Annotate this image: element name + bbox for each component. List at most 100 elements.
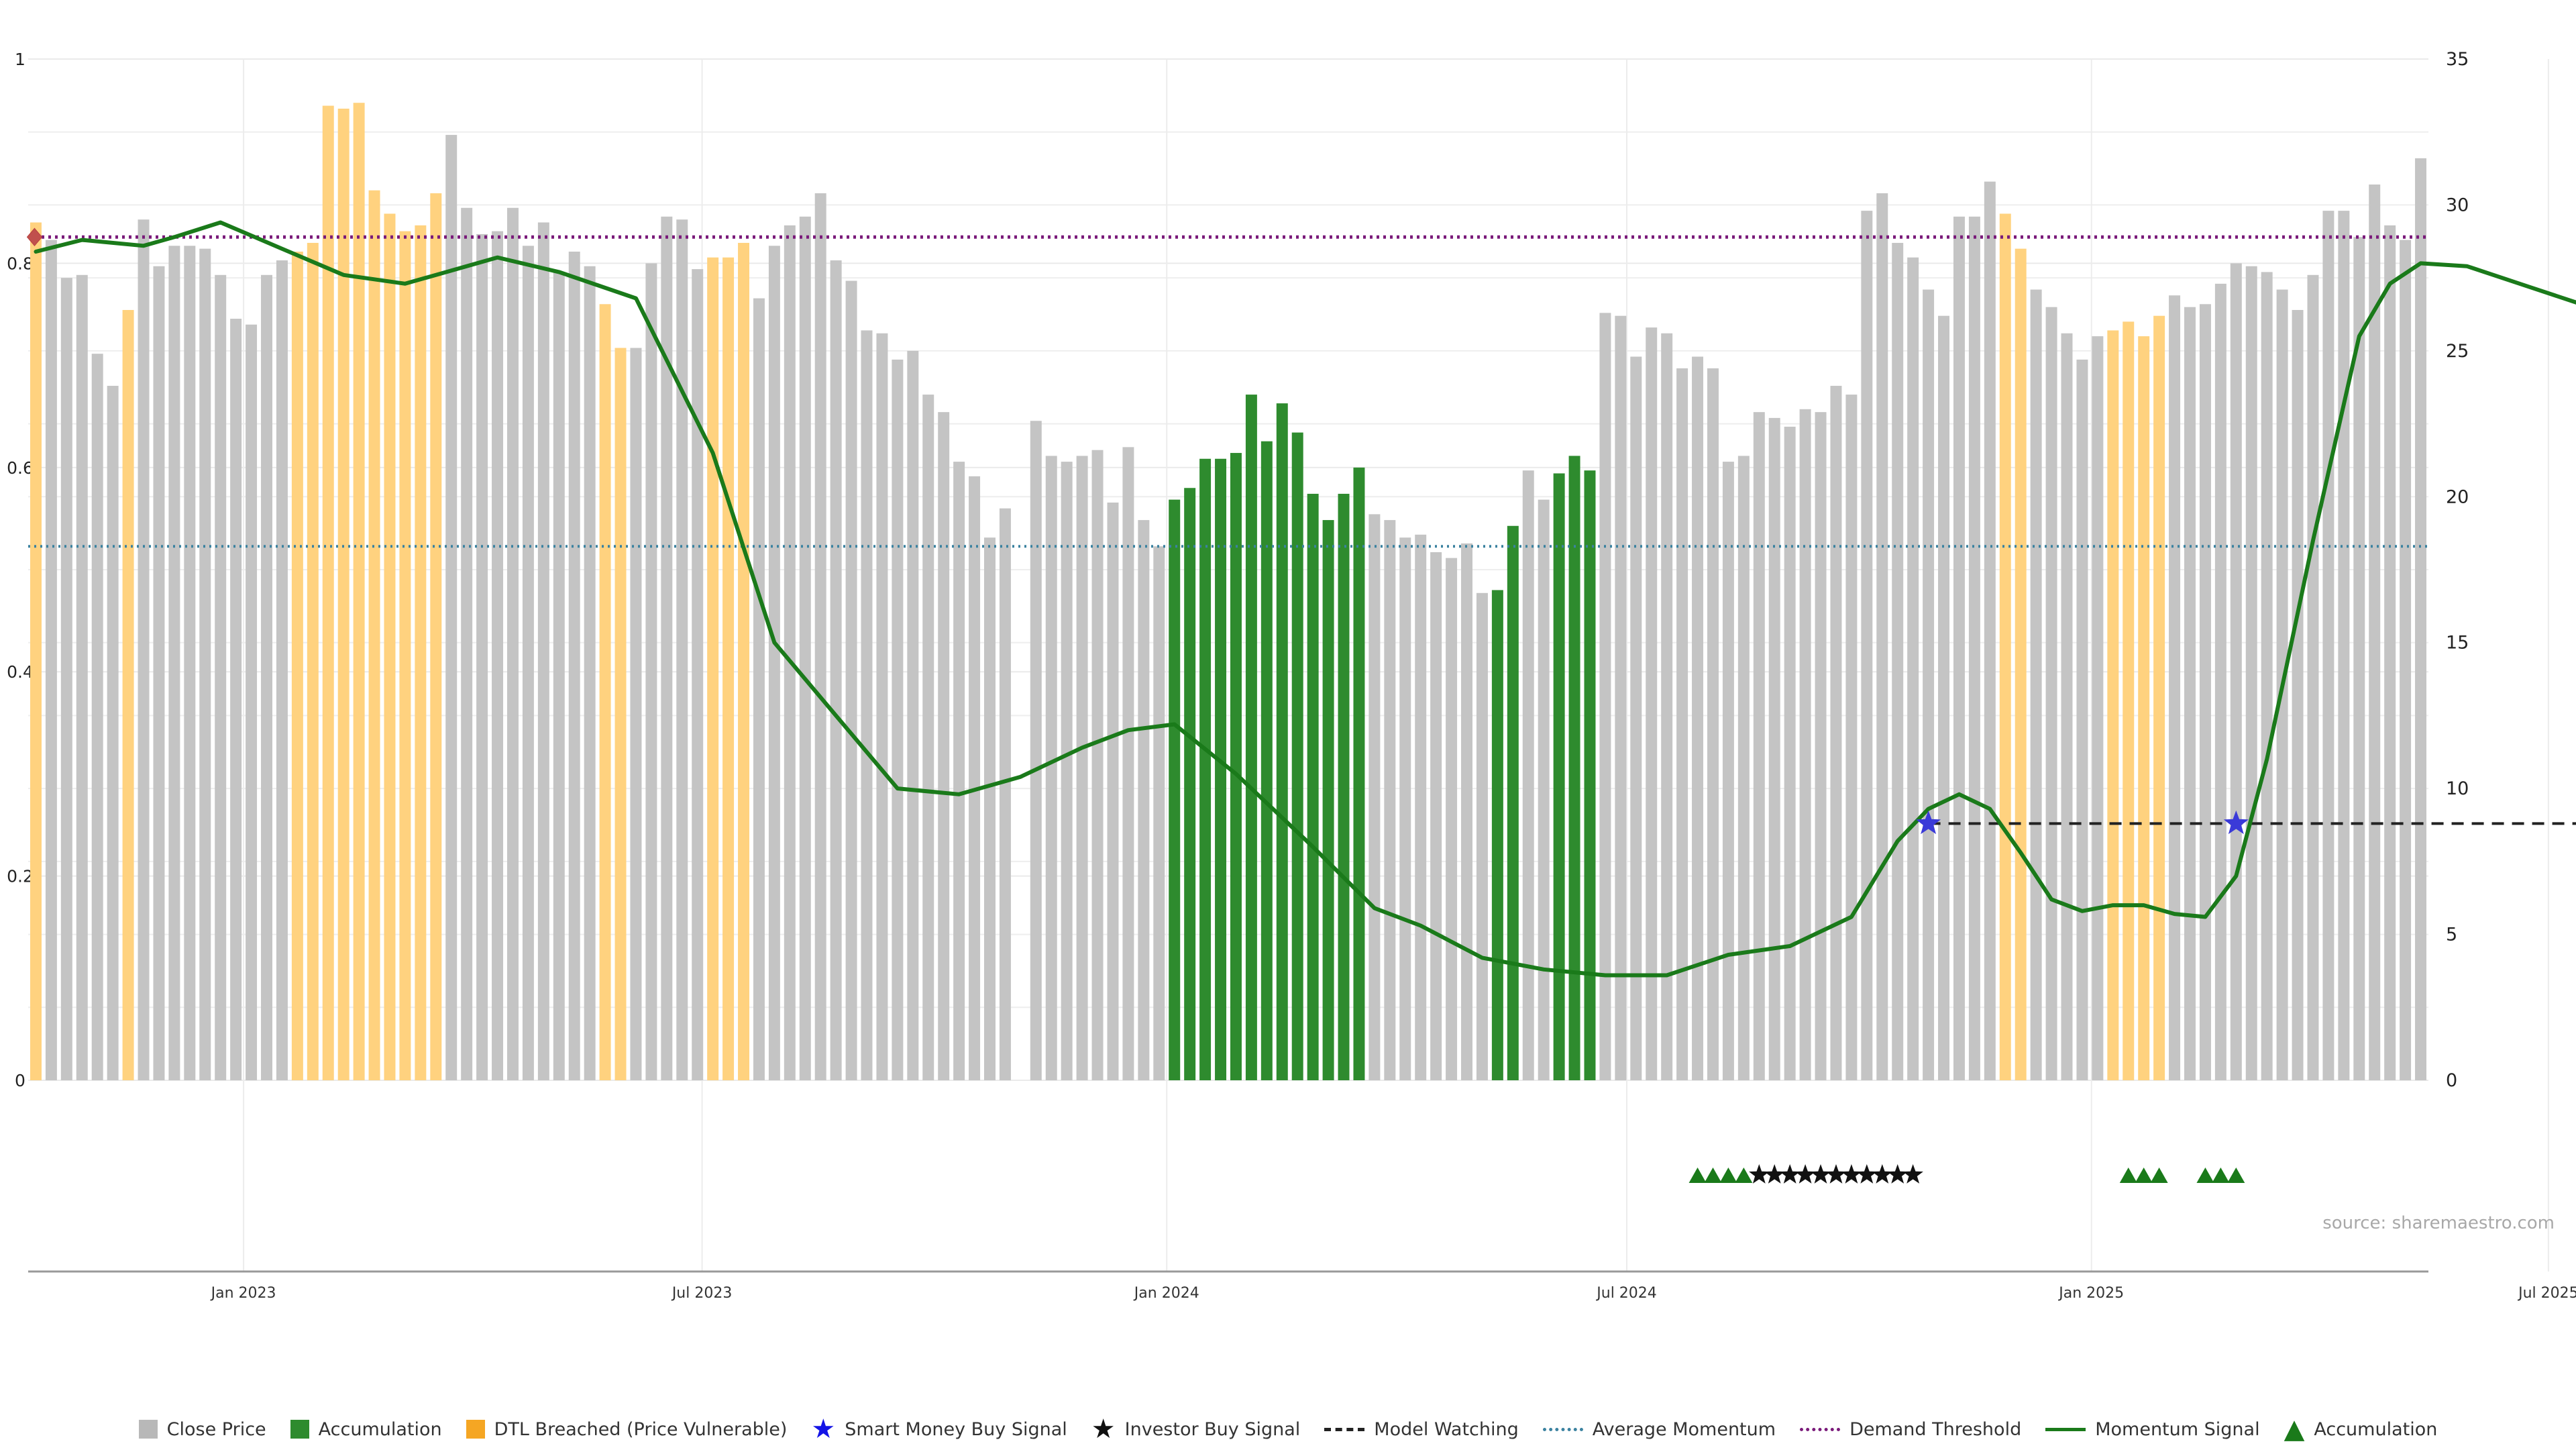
close-price-bar: [1845, 395, 1857, 1080]
close-price-bar: [61, 278, 72, 1080]
close-price-bar: [2184, 307, 2196, 1080]
close-price-bar: [2076, 360, 2088, 1080]
close-price-bar: [2092, 336, 2103, 1080]
close-price-bar: [2322, 211, 2334, 1080]
dtl-breached-bar: [2123, 321, 2134, 1080]
close-price-bar: [1738, 456, 1750, 1080]
accumulation-triangle-marker: [2212, 1168, 2229, 1183]
accumulation-triangle-marker: [2196, 1168, 2214, 1183]
close-price-bar: [1415, 535, 1426, 1080]
legend-item: Average Momentum: [1543, 1419, 1776, 1440]
close-price-bar: [1092, 450, 1104, 1080]
right-tick-label: 10: [2446, 778, 2469, 799]
close-price-bar: [769, 246, 780, 1080]
close-price-bar: [1754, 412, 1765, 1080]
accumulation-bar: [1169, 500, 1180, 1080]
close-price-bar: [784, 225, 796, 1080]
legend-label: DTL Breached (Price Vulnerable): [494, 1419, 788, 1440]
close-price-bar: [1538, 500, 1550, 1080]
close-price-bar: [261, 275, 272, 1080]
legend-label: Average Momentum: [1593, 1419, 1776, 1440]
dtl-breached-bar: [123, 310, 134, 1080]
close-price-bar: [907, 351, 918, 1080]
close-price-bar: [2338, 211, 2349, 1080]
dtl-breached-bar: [707, 258, 718, 1080]
close-price-bar: [445, 135, 457, 1080]
close-price-bar: [1138, 520, 1149, 1080]
close-price-bar: [953, 462, 965, 1080]
close-price-bar: [2384, 225, 2396, 1080]
close-price-bar: [1784, 427, 1796, 1080]
dtl-breached-bar: [399, 231, 411, 1080]
dtl-breached-bar: [292, 252, 303, 1080]
legend-line-swatch: [1800, 1428, 1840, 1431]
close-price-bar: [523, 246, 534, 1080]
dtl-breached-bar: [354, 103, 365, 1080]
close-price-bar: [984, 537, 996, 1080]
dtl-breached-bar: [307, 243, 319, 1080]
close-price-bar: [584, 266, 596, 1080]
x-tick-label: Jul 2025: [2517, 1285, 2576, 1302]
accumulation-bar: [1215, 459, 1226, 1080]
close-price-bar: [138, 219, 150, 1080]
accumulation-bar: [1246, 395, 1257, 1080]
close-price-bar: [630, 348, 641, 1080]
close-price-bar: [2169, 295, 2180, 1080]
close-price-bar: [2415, 158, 2426, 1080]
accumulation-bar: [1307, 494, 1319, 1080]
legend-label: Accumulation: [319, 1419, 442, 1440]
close-price-bar: [2061, 333, 2073, 1080]
x-tick-label: Jan 2024: [1133, 1285, 1199, 1302]
legend-label: Smart Money Buy Signal: [845, 1419, 1067, 1440]
close-price-bar: [2353, 237, 2365, 1080]
star-icon: ★: [811, 1419, 835, 1439]
close-price-bar: [476, 234, 488, 1080]
close-price-bar: [1707, 368, 1719, 1080]
legend-swatch: [139, 1420, 158, 1439]
close-price-bar: [1077, 456, 1088, 1080]
investor-buy-star: [1780, 1164, 1801, 1184]
close-price-bar: [2400, 240, 2411, 1080]
close-price-bar: [168, 246, 180, 1080]
close-price-bar: [184, 246, 195, 1080]
legend-swatch: [290, 1420, 309, 1439]
close-price-bar: [492, 231, 503, 1080]
close-price-bar: [1046, 456, 1057, 1080]
accumulation-bar: [1184, 488, 1195, 1080]
dtl-breached-bar: [615, 348, 627, 1080]
legend-label: Investor Buy Signal: [1125, 1419, 1301, 1440]
investor-buy-star: [1795, 1164, 1815, 1184]
close-price-bar: [1892, 243, 1903, 1080]
legend-item: ▲Accumulation: [2284, 1419, 2438, 1440]
close-price-bar: [1938, 316, 1949, 1080]
close-price-bar: [1723, 462, 1734, 1080]
close-price-bar: [645, 263, 657, 1080]
close-price-bar: [800, 217, 811, 1080]
dtl-breached-bar: [415, 225, 426, 1080]
close-price-bar: [553, 272, 565, 1080]
investor-buy-star: [1811, 1164, 1831, 1184]
close-price-bar: [815, 193, 826, 1080]
legend-swatch: [466, 1420, 485, 1439]
dtl-breached-bar: [600, 304, 611, 1080]
close-price-bar: [92, 354, 103, 1080]
close-price-bar: [1907, 258, 1919, 1080]
legend-item: Demand Threshold: [1800, 1419, 2021, 1440]
close-price-bar: [1122, 447, 1134, 1080]
close-price-bar: [569, 252, 580, 1080]
close-price-bar: [1430, 552, 1442, 1080]
dtl-breached-bar: [430, 193, 441, 1080]
x-tick-label: Jul 2024: [1595, 1285, 1657, 1302]
close-price-bar: [1692, 357, 1703, 1080]
close-price-bar: [76, 275, 88, 1080]
accumulation-triangle-marker: [1735, 1168, 1752, 1183]
close-price-bar: [1461, 543, 1472, 1080]
legend-label: Accumulation: [2314, 1419, 2437, 1440]
close-price-bar: [876, 333, 888, 1080]
legend-label: Model Watching: [1374, 1419, 1518, 1440]
right-tick-label: 20: [2446, 486, 2469, 507]
left-tick-label: 0.6: [7, 458, 34, 478]
